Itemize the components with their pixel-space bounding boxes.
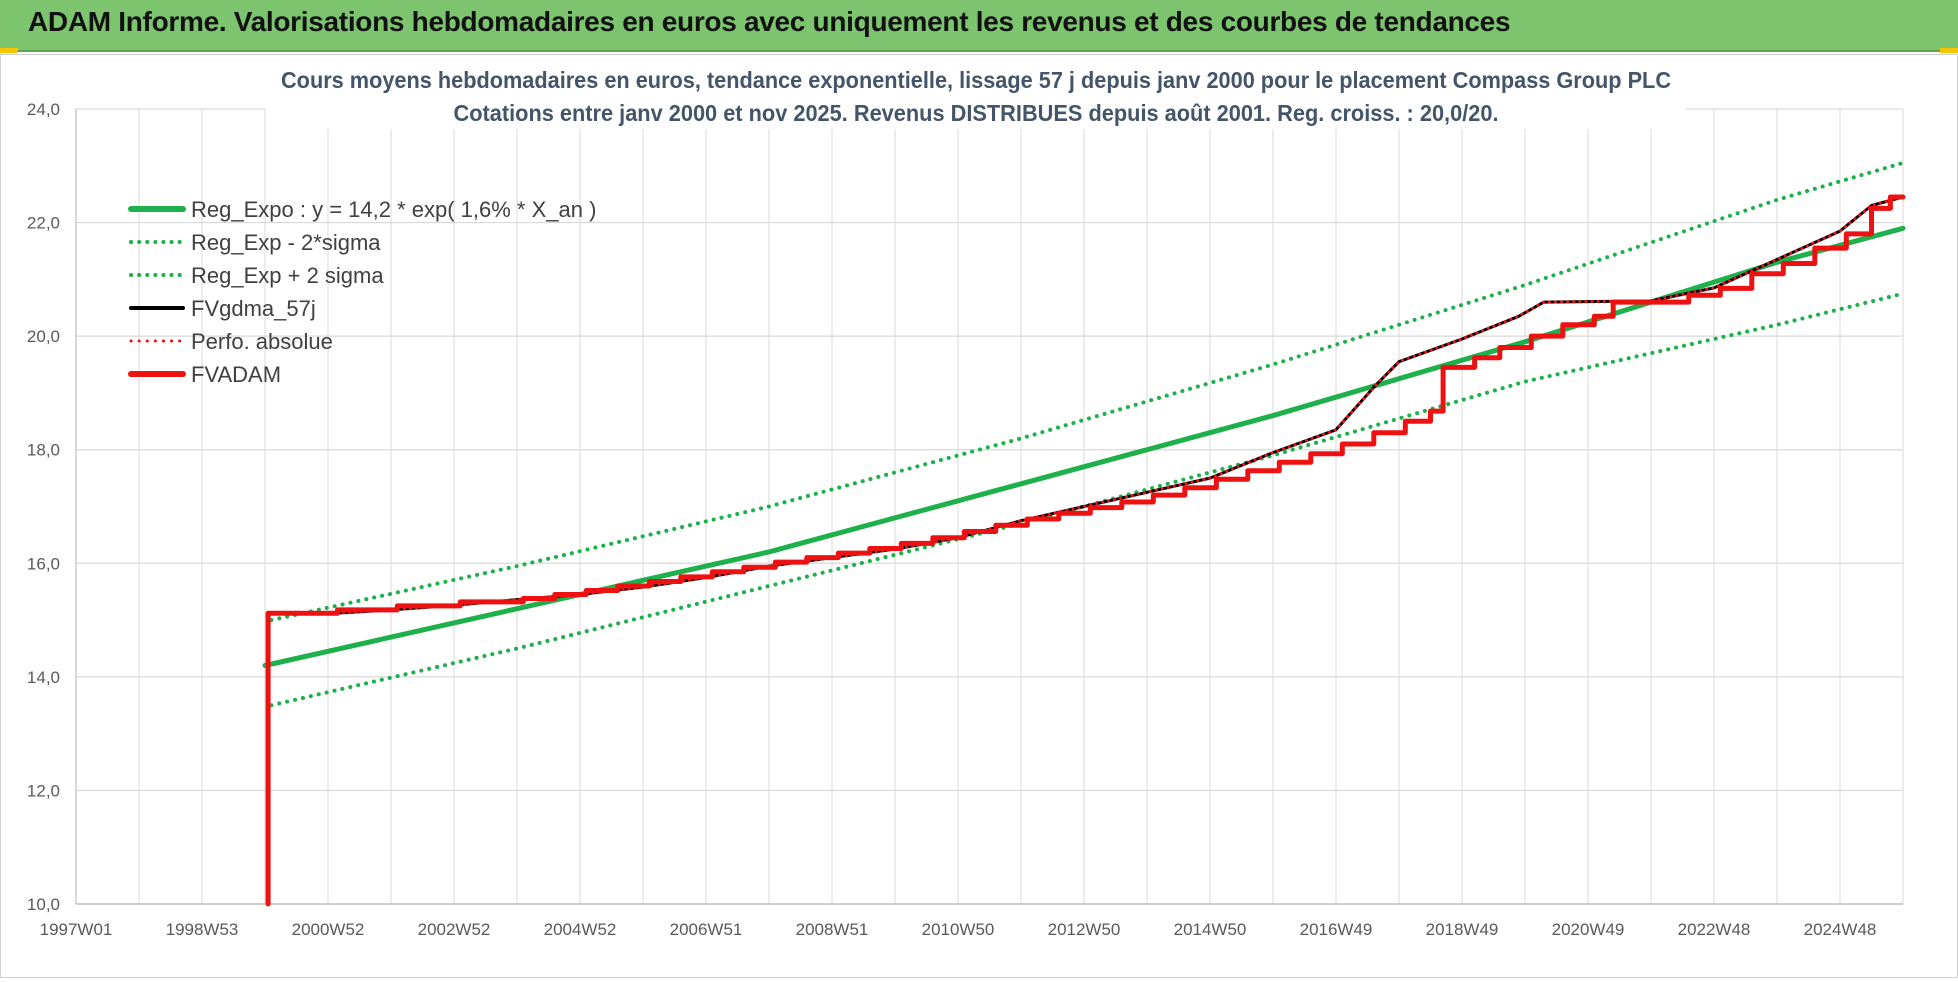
series-line-5	[265, 194, 1906, 907]
x-tick-label: 1998W53	[166, 920, 239, 939]
x-tick-label: 2010W50	[922, 920, 995, 939]
legend-label: Reg_Expo : y = 14,2 * exp( 1,6% * X_an )	[191, 197, 596, 222]
x-tick-label: 2004W52	[544, 920, 617, 939]
x-tick-label: 2016W49	[1300, 920, 1373, 939]
corner-marker-right	[1940, 48, 1958, 53]
legend: Reg_Expo : y = 14,2 * exp( 1,6% * X_an )…	[128, 197, 596, 387]
y-tick-label: 20,0	[27, 327, 60, 346]
x-tick-label: 1997W01	[40, 920, 113, 939]
axes: 10,0 12,0 14,0 16,0 18,0 20,0 22,0 24,0 1997W01 1…	[27, 100, 1903, 939]
x-tick-label: 2006W51	[670, 920, 743, 939]
legend-label: Reg_Exp + 2 sigma	[191, 263, 384, 288]
chart-title-line1: Cours moyens hebdomadaires en euros, ten…	[281, 67, 1671, 93]
x-tick-label: 2000W52	[292, 920, 365, 939]
report-title: ADAM Informe. Valorisations hebdomadaire…	[28, 6, 1511, 37]
series-line-0	[262, 225, 1906, 668]
line-chart: 10,0 12,0 14,0 16,0 18,0 20,0 22,0 24,0 1997W01 1…	[27, 63, 1906, 939]
series-line-1	[269, 291, 1905, 708]
data-series	[262, 160, 1906, 907]
y-tick-label: 12,0	[27, 781, 60, 800]
legend-label: FVgdma_57j	[191, 296, 316, 321]
legend-label: Reg_Exp - 2*sigma	[191, 230, 381, 255]
chart-frame: 10,0 12,0 14,0 16,0 18,0 20,0 22,0 24,0 1997W01 1…	[0, 54, 1958, 978]
legend-label: Perfo. absolue	[191, 329, 333, 354]
x-tick-label: 2002W52	[418, 920, 491, 939]
y-tick-label: 18,0	[27, 441, 60, 460]
x-tick-label: 2012W50	[1048, 920, 1121, 939]
y-tick-label: 24,0	[27, 100, 60, 119]
chart-title: Cours moyens hebdomadaires en euros, ten…	[266, 63, 1686, 129]
x-tick-label: 2022W48	[1678, 920, 1751, 939]
y-tick-label: 14,0	[27, 668, 60, 687]
y-tick-label: 22,0	[27, 214, 60, 233]
corner-marker-left	[0, 48, 18, 53]
x-tick-label: 2014W50	[1174, 920, 1247, 939]
x-tick-label: 2024W48	[1804, 920, 1877, 939]
x-tick-label: 2008W51	[796, 920, 869, 939]
x-tick-label: 2020W49	[1552, 920, 1625, 939]
y-tick-label: 10,0	[27, 895, 60, 914]
legend-label: FVADAM	[191, 362, 281, 387]
chart-title-line2: Cotations entre janv 2000 et nov 2025. R…	[454, 100, 1499, 126]
report-banner: ADAM Informe. Valorisations hebdomadaire…	[0, 0, 1958, 52]
grid	[75, 108, 1904, 905]
x-tick-label: 2018W49	[1426, 920, 1499, 939]
series-line-2	[269, 160, 1905, 623]
y-tick-label: 16,0	[27, 554, 60, 573]
